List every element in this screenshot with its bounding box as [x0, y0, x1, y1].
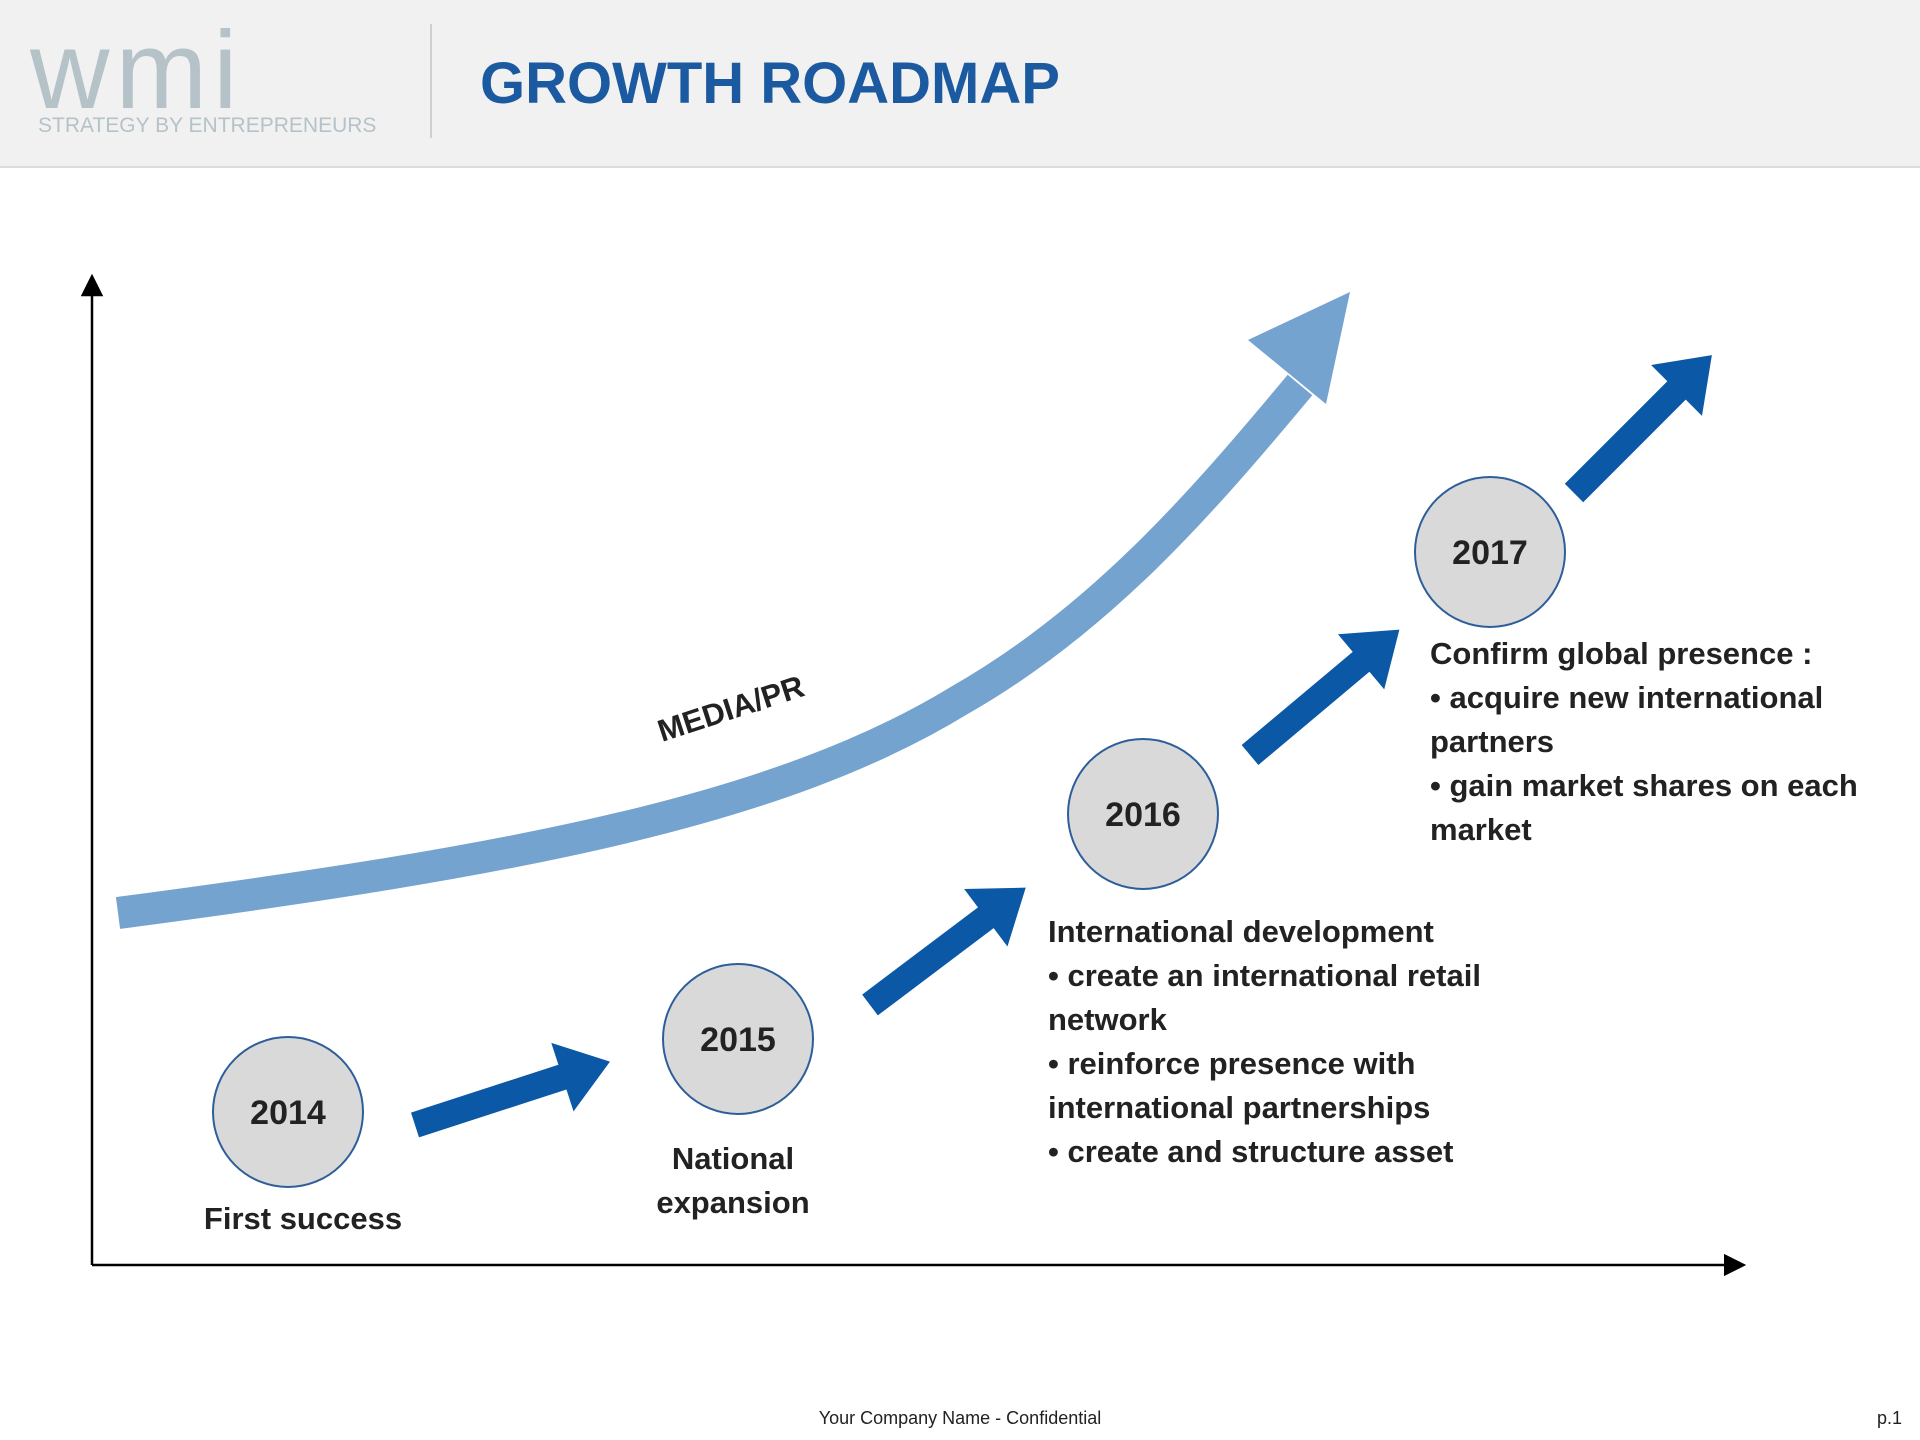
milestone-title: First success	[203, 1201, 403, 1236]
milestone-desc-2015: National expansion	[608, 1137, 858, 1225]
logo-tagline: STRATEGY BY ENTREPRENEURS	[38, 114, 377, 137]
media-pr-label: MEDIA/PR	[653, 669, 808, 749]
milestone-year: 2017	[1452, 534, 1528, 572]
milestone-year: 2014	[250, 1094, 326, 1132]
milestone-desc-2016: International development • create an in…	[1048, 910, 1488, 1174]
step-arrow-2015-2016	[862, 887, 1026, 1016]
milestone-title: International development	[1048, 914, 1434, 949]
milestone-bullet: • gain market shares on each market	[1430, 768, 1858, 847]
milestone-node-2017: 2017	[1414, 476, 1566, 628]
milestone-bullet: • acquire new international partners	[1430, 680, 1824, 759]
step-arrow-2014-2015	[410, 1042, 610, 1138]
header-bar: wmi STRATEGY BY ENTREPRENEURS GROWTH ROA…	[0, 0, 1920, 168]
header-divider	[430, 24, 432, 138]
milestone-desc-2017: Confirm global presence : • acquire new …	[1430, 632, 1900, 852]
media-pr-arrow-body	[115, 374, 1313, 929]
wmi-logo: wmi	[30, 18, 244, 132]
milestone-node-2016: 2016	[1067, 738, 1219, 890]
milestone-title: National expansion	[656, 1141, 810, 1220]
footer-page-number: p.1	[1876, 1408, 1902, 1428]
milestone-node-2014: 2014	[212, 1036, 364, 1188]
footer-confidential: Your Company Name - Confidential	[818, 1408, 1102, 1428]
milestone-year: 2016	[1105, 796, 1181, 834]
milestone-bullet: • create an international retail network	[1048, 958, 1481, 1037]
milestone-title: Confirm global presence :	[1430, 636, 1813, 671]
milestone-bullet: • reinforce presence with international …	[1048, 1046, 1431, 1125]
milestone-year: 2015	[700, 1021, 776, 1059]
milestone-desc-2014: First success	[168, 1197, 438, 1241]
milestone-node-2015: 2015	[662, 963, 814, 1115]
page-title: GROWTH ROADMAP	[480, 51, 1060, 116]
media-pr-arrow-head	[1248, 292, 1350, 404]
milestone-bullet: • create and structure asset	[1048, 1134, 1454, 1169]
step-arrow-after-2017	[1564, 355, 1712, 503]
logo-wordmark: wmi	[30, 18, 244, 132]
step-arrow-2016-2017	[1241, 629, 1400, 765]
